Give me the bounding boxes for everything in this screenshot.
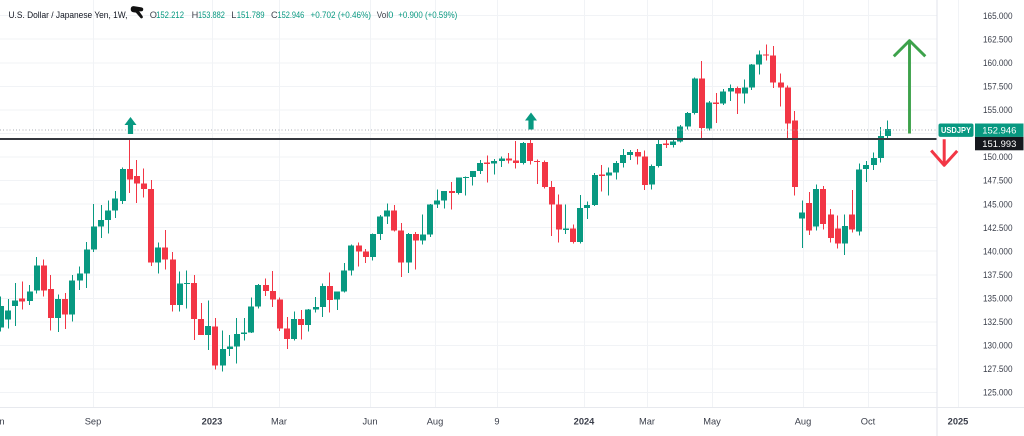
svg-text:165.000: 165.000 — [983, 11, 1013, 21]
svg-text:Aug: Aug — [795, 417, 812, 427]
svg-text:2024: 2024 — [574, 417, 596, 427]
svg-text:142.500: 142.500 — [983, 223, 1013, 233]
svg-text:O: O — [150, 10, 157, 20]
svg-text:152.212: 152.212 — [156, 10, 184, 20]
svg-text:U.S. Dollar / Japanese Yen, 1W: U.S. Dollar / Japanese Yen, 1W, — [9, 10, 128, 20]
svg-text:0: 0 — [388, 10, 393, 20]
svg-text:May: May — [703, 417, 721, 427]
svg-text:2025: 2025 — [948, 417, 969, 427]
svg-text:Oct: Oct — [861, 417, 876, 427]
svg-text:Mar: Mar — [271, 417, 287, 427]
svg-text:127.500: 127.500 — [983, 364, 1013, 374]
svg-text:151.789: 151.789 — [237, 10, 265, 20]
svg-text:Sep: Sep — [85, 417, 102, 427]
svg-text:145.000: 145.000 — [983, 199, 1013, 209]
svg-text:2023: 2023 — [202, 417, 223, 427]
svg-text:Vol: Vol — [377, 10, 388, 20]
svg-text:Aug: Aug — [427, 417, 444, 427]
svg-text:Mar: Mar — [639, 417, 655, 427]
svg-text:H: H — [192, 10, 199, 20]
svg-text:130.000: 130.000 — [983, 341, 1013, 351]
svg-text:Jun: Jun — [0, 417, 5, 427]
svg-text:USDJPY: USDJPY — [941, 125, 971, 135]
svg-text:155.000: 155.000 — [983, 105, 1013, 115]
svg-text:Jun: Jun — [363, 417, 378, 427]
svg-text:151.993: 151.993 — [982, 139, 1016, 149]
svg-text:L: L — [231, 10, 236, 20]
svg-text:+0.702 (+0.46%): +0.702 (+0.46%) — [311, 10, 372, 20]
svg-text:152.946: 152.946 — [278, 10, 305, 20]
svg-text:+0.900 (+0.59%): +0.900 (+0.59%) — [398, 10, 457, 20]
svg-text:157.500: 157.500 — [983, 82, 1013, 92]
svg-text:162.500: 162.500 — [983, 35, 1013, 45]
svg-text:153.882: 153.882 — [198, 10, 225, 20]
svg-text:160.000: 160.000 — [983, 58, 1013, 68]
svg-text:9: 9 — [494, 417, 499, 427]
svg-text:C: C — [271, 10, 278, 20]
svg-text:150.000: 150.000 — [983, 152, 1013, 162]
svg-text:137.500: 137.500 — [983, 270, 1013, 280]
svg-text:132.500: 132.500 — [983, 317, 1013, 327]
svg-text:135.000: 135.000 — [983, 294, 1013, 304]
svg-text:140.000: 140.000 — [983, 246, 1013, 256]
svg-text:125.000: 125.000 — [983, 388, 1013, 398]
svg-text:152.946: 152.946 — [982, 126, 1016, 136]
svg-text:147.500: 147.500 — [983, 176, 1013, 186]
